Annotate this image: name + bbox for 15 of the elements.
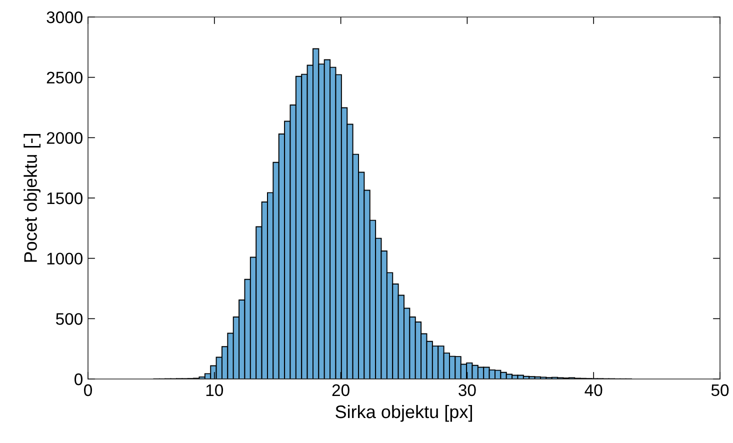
y-tick-label: 1500: [47, 192, 82, 204]
y-tick-label: 3000: [46, 11, 82, 24]
y-tick-label: 2500: [46, 72, 82, 84]
x-tick-label: 50: [711, 384, 729, 396]
y-tick-label: 1000: [47, 252, 82, 265]
x-tick-label: 10: [206, 384, 224, 396]
y-tick-label: 2000: [46, 132, 82, 144]
x-tick-label: 0: [84, 384, 92, 396]
y-tick-label: 0: [74, 373, 82, 386]
x-tick-label: 30: [458, 384, 476, 396]
y-axis-title: Pocet objektu [-]: [24, 134, 41, 262]
x-tick-label: 40: [584, 384, 602, 396]
y-tick-label: 500: [56, 313, 82, 325]
x-tick-label: 20: [332, 384, 350, 396]
x-axis-title: Sirka objektu [px]: [336, 404, 472, 422]
